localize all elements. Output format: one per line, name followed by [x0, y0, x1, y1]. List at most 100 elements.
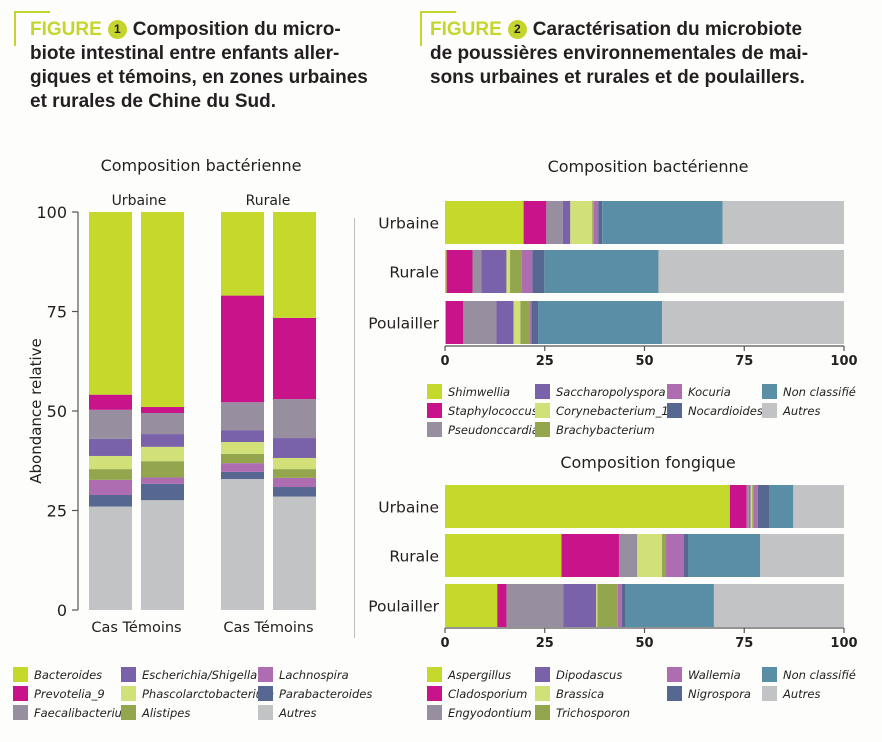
bar-segment-lachnospira-rurale-t-moins	[273, 477, 316, 488]
bar-segment-brachybacterium-rurale	[510, 250, 522, 293]
figure1-title-line: Composition du micro-	[132, 19, 341, 40]
legend-label: Engyodontium	[448, 706, 532, 720]
bar-segment-prevotelia-9-rurale-cas	[221, 295, 264, 403]
legend-item-nocardioides: Nocardioides	[667, 403, 763, 419]
legend-item-parabacteroides: Parabacteroides	[258, 686, 372, 702]
chart-gut-bacterial-composition: Composition bactérienne Urbaine Rurale A…	[27, 156, 316, 636]
bar-segment-saccharopolyspora-urbaine	[562, 201, 571, 244]
legend-item-pseudonccardia: Pseudonccardia	[427, 422, 539, 438]
bar-segment-nocardioides-urbaine	[598, 201, 603, 244]
legend-swatch	[535, 403, 550, 418]
bar-segment-wallemia-urbaine	[753, 485, 758, 528]
legend-label: Faecalibacterium	[34, 706, 134, 720]
chart3-category-label: Urbaine	[378, 499, 439, 517]
bar-segment-staphylococcus-poulailler	[445, 301, 464, 344]
legend-label: Parabacteroides	[279, 687, 373, 701]
chart3-x-tick-label: 0	[440, 636, 449, 651]
bar-segment-corynebacterium-1-poulailler	[513, 301, 521, 344]
legend-label: Dipodascus	[556, 668, 623, 682]
legend-item-escherichia-shigella: Escherichia/Shigella	[121, 667, 257, 683]
legend-label: Autres	[279, 706, 317, 720]
bar-segment-saccharopolyspora-rurale	[481, 250, 507, 293]
bar-segment-phascolarctobacterium-urbaine-cas	[89, 455, 132, 470]
chart2-category-label: Poulailler	[368, 315, 439, 333]
bar-segment-parabacteroides-rurale-cas	[221, 471, 264, 480]
legend-label: Nocardioides	[688, 404, 763, 418]
legend-item-bacteroides: Bacteroides	[13, 667, 102, 683]
bar-segment-escherichia-shigella-rurale-cas	[221, 430, 264, 443]
bar-segment-autres-urbaine-t-moins	[141, 500, 184, 610]
legend-swatch	[121, 667, 136, 682]
legend-label: Bacteroides	[34, 668, 103, 682]
legend-item-autres: Autres	[258, 705, 316, 721]
legend-swatch	[667, 384, 682, 399]
legend-label: Trichosporon	[556, 706, 631, 720]
legend-swatch	[535, 705, 550, 720]
chart3-x-tick-label: 100	[830, 636, 857, 651]
legend-item-kocuria: Kocuria	[667, 384, 731, 400]
legend-item-corynebacterium-1: Corynebacterium_1	[535, 403, 669, 419]
bar-segment-escherichia-shigella-urbaine-t-moins	[141, 434, 184, 447]
legend-item-brachybacterium: Brachybacterium	[535, 422, 655, 438]
chart3-x-tick-label: 50	[635, 636, 653, 651]
legend-label: Wallemia	[688, 668, 741, 682]
chart1-y-tick-label: 0	[57, 601, 67, 620]
legend-swatch	[535, 667, 550, 682]
chart1-y-axis-label: Abondance relative	[27, 338, 45, 484]
bar-segment-bacteroides-rurale-t-moins	[273, 212, 316, 318]
chart2-x-tick-label: 75	[735, 354, 753, 369]
bar-segment-brassica-urbaine	[750, 485, 753, 528]
legend-swatch	[258, 686, 273, 701]
bar-segment-dipodascus-urbaine	[749, 485, 751, 528]
bar-segment-alistipes-rurale-cas	[221, 453, 264, 464]
legend-item-wallemia: Wallemia	[667, 667, 741, 683]
legend-swatch	[13, 667, 28, 682]
chart1-x-tick-label: Cas Témoins	[91, 620, 181, 636]
bar-segment-phascolarctobacterium-rurale-t-moins	[273, 457, 316, 470]
bar-segment-wallemia-poulailler	[617, 584, 622, 627]
bar-segment-cladosporium-urbaine	[729, 485, 747, 528]
bar-segment-trichosporon-rurale	[662, 534, 667, 577]
bar-segment-bacteroides-urbaine-cas	[89, 212, 132, 395]
legend-label: Escherichia/Shigella	[142, 668, 258, 682]
legend-item-trichosporon: Trichosporon	[535, 705, 630, 721]
bar-segment-faecalibacterium-urbaine-cas	[89, 409, 132, 439]
legend-swatch	[667, 686, 682, 701]
legend-label: Lachnospira	[279, 668, 349, 682]
figure1-bracket-decoration	[14, 11, 50, 46]
bar-segment-lachnospira-rurale-cas	[221, 463, 264, 472]
bar-segment-autres-rurale-t-moins	[273, 496, 316, 610]
legend-item-prevotelia-9: Prevotelia_9	[13, 686, 105, 702]
bar-segment-autres-urbaine	[722, 201, 844, 244]
legend-item-brassica: Brassica	[535, 686, 604, 702]
bar-segment-prevotelia-9-urbaine-cas	[89, 394, 132, 410]
bar-segment-escherichia-shigella-rurale-t-moins	[273, 438, 316, 458]
bar-segment-staphylococcus-rurale	[446, 250, 473, 293]
chart2-x-tick-label: 50	[635, 354, 653, 369]
figure2-title-line: de poussières environnementales de mai-	[430, 43, 809, 64]
chart3-category-label: Rurale	[389, 548, 439, 566]
chart1-y-tick-label: 75	[47, 303, 67, 322]
bar-segment-autres-urbaine	[793, 485, 844, 528]
chart-dust-fungal-composition: Composition fongique Urbaine Rurale Poulai…	[368, 453, 857, 651]
legend-swatch	[427, 667, 442, 682]
bar-segment-faecalibacterium-rurale-t-moins	[273, 399, 316, 439]
legend-item-shimwellia: Shimwellia	[427, 384, 510, 400]
figure2-tag: FIGURE	[430, 19, 502, 40]
legend-label: Pseudonccardia	[448, 423, 539, 437]
figure1-title: FIGURE 1 Composition du micro- biote intes…	[30, 18, 370, 114]
legend-swatch	[427, 403, 442, 418]
bar-segment-faecalibacterium-rurale-cas	[221, 402, 264, 431]
bar-segment-brachybacterium-poulailler	[520, 301, 530, 344]
legend-swatch	[258, 667, 273, 682]
chart3-title: Composition fongique	[560, 453, 735, 472]
legend-item-lachnospira: Lachnospira	[258, 667, 349, 683]
legend-swatch	[762, 403, 777, 418]
legend-swatch	[121, 705, 136, 720]
legend-label: Saccharopolyspora	[556, 385, 666, 399]
legend-swatch	[667, 667, 682, 682]
legend-label: Shimwellia	[448, 385, 511, 399]
bar-segment-pseudonccardia-rurale	[472, 250, 482, 293]
figure2-title-line: sons urbaines et rurales et de poulaille…	[430, 67, 805, 88]
legend-item-nigrospora: Nigrospora	[667, 686, 751, 702]
